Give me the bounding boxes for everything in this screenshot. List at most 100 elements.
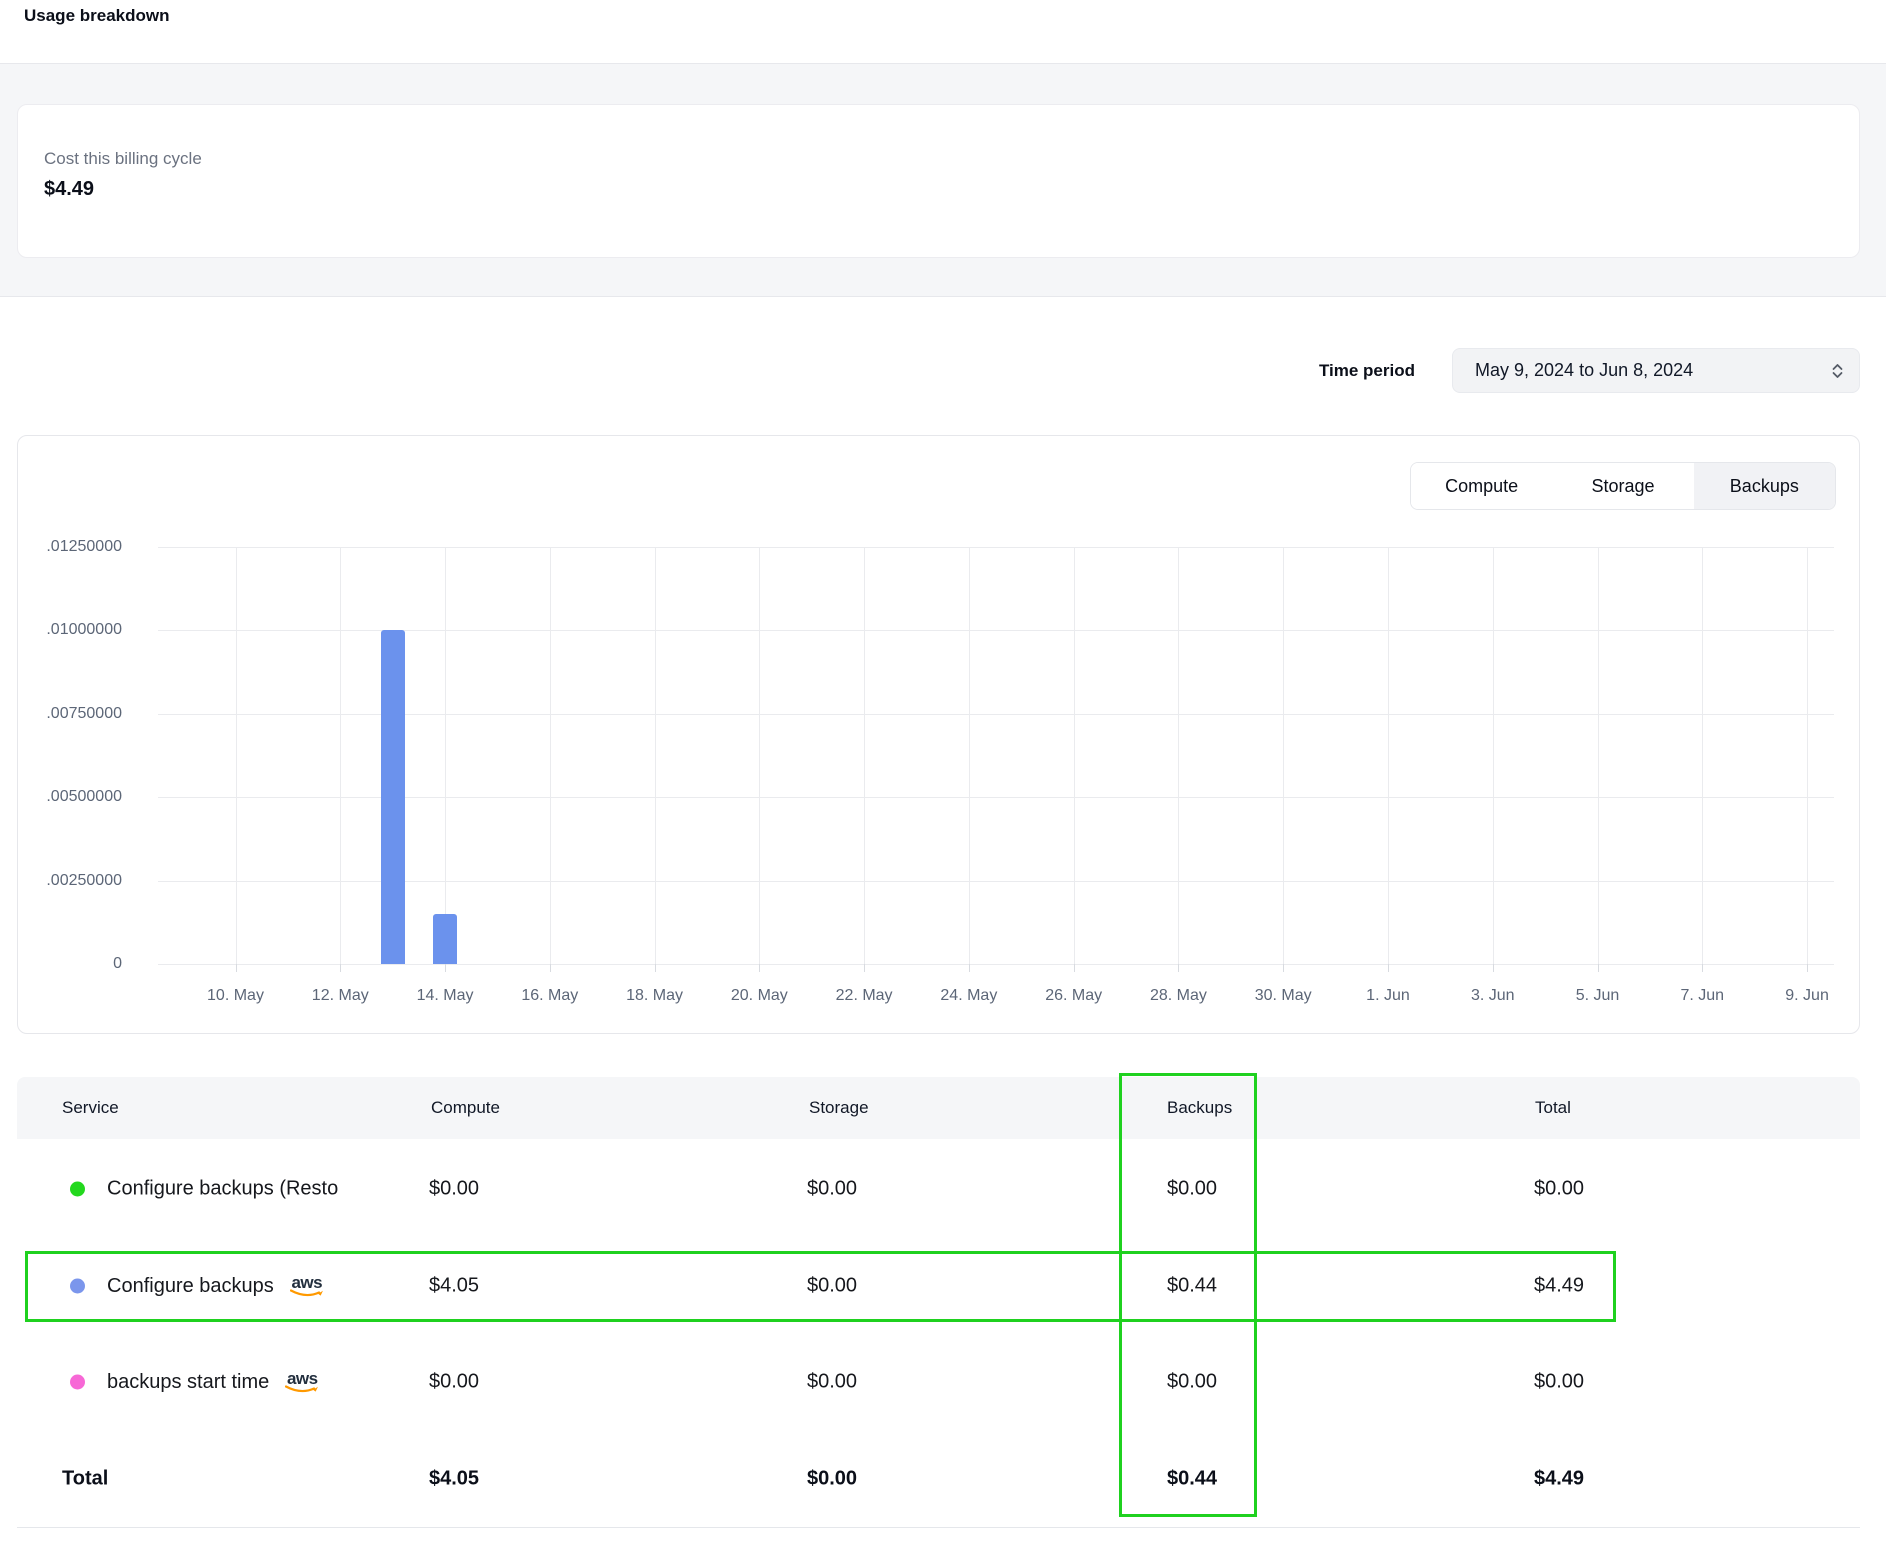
cost-cycle-label: Cost this billing cycle	[44, 149, 202, 168]
total-value-cell: $0.00	[1534, 1370, 1585, 1393]
page-title: Usage breakdown	[24, 6, 170, 25]
backups-value-cell: $0.44	[1167, 1274, 1218, 1297]
x-axis-tick	[968, 964, 970, 972]
backups-value-cell: $0.00	[1167, 1177, 1218, 1199]
x-gridline	[968, 547, 970, 964]
tab-compute[interactable]: Compute	[1411, 463, 1553, 509]
x-axis-tick	[1387, 964, 1389, 972]
x-gridline	[759, 547, 761, 964]
x-axis-tick	[1492, 964, 1494, 972]
backups-value-cell: $0.00	[1167, 1370, 1218, 1393]
x-gridline	[549, 547, 551, 964]
tab-backups[interactable]: Backups	[1693, 463, 1835, 509]
total-row-label: Total	[62, 1467, 109, 1490]
y-gridline	[158, 880, 1834, 882]
aws-logo-icon: aws	[285, 1370, 319, 1394]
x-gridline	[340, 547, 342, 964]
x-axis-tick	[1073, 964, 1075, 972]
x-gridline	[864, 547, 866, 964]
tab-storage[interactable]: Storage	[1552, 463, 1694, 509]
x-axis-label: 12. May	[311, 987, 369, 1004]
x-axis-tick	[1597, 964, 1599, 972]
y-gridline	[158, 964, 1834, 965]
compute-value-cell: $4.05	[429, 1274, 480, 1297]
x-axis-label: 16. May	[521, 987, 579, 1004]
x-axis-label: 30. May	[1254, 987, 1312, 1004]
service-name-cell: Configure backups aws	[107, 1274, 324, 1298]
x-axis-label: 3. Jun	[1470, 987, 1515, 1004]
y-gridline	[158, 630, 1834, 632]
y-axis-label: .00500000	[46, 788, 122, 806]
storage-value-cell: $0.00	[807, 1370, 858, 1393]
column-header-compute: Compute	[431, 1098, 500, 1117]
x-gridline	[1178, 547, 1180, 964]
total-compute-value-cell: $4.05	[429, 1467, 480, 1490]
compute-value-cell: $0.00	[429, 1177, 480, 1199]
x-gridline	[1597, 547, 1599, 964]
service-name-cell: Configure backups (Resto	[107, 1177, 379, 1200]
x-axis-label: 28. May	[1149, 987, 1207, 1004]
y-gridline	[158, 713, 1834, 715]
x-axis-tick	[864, 964, 866, 972]
x-gridline	[1492, 547, 1494, 964]
time-period-label: Time period	[1318, 361, 1415, 380]
x-gridline	[1702, 547, 1704, 964]
x-axis-tick	[549, 964, 551, 972]
column-header-backups: Backups	[1167, 1098, 1233, 1117]
series-color-dot	[70, 1278, 85, 1294]
total-total-value-cell: $4.49	[1534, 1467, 1585, 1490]
y-axis-label: 0	[113, 955, 122, 972]
total-value-cell: $0.00	[1534, 1177, 1585, 1199]
storage-value-cell: $0.00	[807, 1274, 858, 1297]
y-gridline	[158, 797, 1834, 799]
y-axis-label: .01250000	[46, 538, 122, 555]
y-axis-label: .00250000	[46, 871, 122, 889]
service-name-cell: backups start time aws	[107, 1370, 319, 1394]
x-axis-label: 5. Jun	[1575, 987, 1620, 1004]
x-gridline	[1387, 547, 1389, 964]
x-axis-label: 1. Jun	[1366, 987, 1410, 1004]
x-axis-tick	[235, 964, 237, 972]
y-axis-label: .00750000	[46, 704, 122, 722]
total-backups-value-cell: $0.44	[1167, 1467, 1218, 1490]
series-color-dot	[70, 1374, 85, 1390]
x-gridline	[1073, 547, 1075, 964]
table-row-service-1: Configure backups (Resto $0.00 $0.00 $0.00 $…	[17, 1139, 1860, 1238]
x-gridline	[1283, 547, 1285, 964]
x-gridline	[445, 547, 447, 964]
x-gridline	[1807, 547, 1809, 964]
series-color-dot	[70, 1181, 85, 1196]
compute-value-cell: $0.00	[429, 1370, 480, 1393]
table-row-service-3: backups start time aws $0.00 $0.00 $0.00 $0.0…	[17, 1334, 1860, 1430]
x-axis-label: 22. May	[835, 987, 893, 1004]
total-storage-value-cell: $0.00	[807, 1467, 858, 1490]
usage-breakdown-table: Service Compute Storage Backups Total Configu…	[17, 1077, 1860, 1528]
x-axis-tick	[1702, 964, 1704, 972]
table-row-service-2: Configure backups aws $4.05 $0.00 $0.44 $4.49	[17, 1238, 1860, 1334]
x-axis-tick	[1178, 964, 1180, 972]
x-axis-label: 20. May	[730, 987, 788, 1004]
table-total-row: Total $4.05 $0.00 $0.44 $4.49	[17, 1430, 1860, 1528]
column-header-storage: Storage	[809, 1098, 869, 1117]
chevron-up-down-icon	[1830, 361, 1845, 381]
chart-metric-tabs: Compute Storage Backups	[1410, 462, 1836, 510]
x-axis-label: 14. May	[416, 987, 474, 1004]
x-axis-label: 7. Jun	[1680, 987, 1725, 1004]
x-axis-tick	[445, 964, 447, 972]
summary-band: Cost this billing cycle $4.49	[0, 63, 1886, 297]
bar-13-may[interactable]	[380, 630, 405, 964]
y-gridline	[158, 547, 1834, 548]
x-axis-tick	[759, 964, 761, 972]
column-header-total: Total	[1535, 1098, 1571, 1117]
cost-cycle-value: $4.49	[44, 178, 95, 200]
x-axis-tick	[654, 964, 656, 972]
x-gridline	[654, 547, 656, 964]
service-name: Configure backups	[107, 1274, 274, 1297]
usage-chart-card: Compute Storage Backups .01250000 .01000000…	[17, 435, 1860, 1034]
time-period-select[interactable]: May 9, 2024 to Jun 8, 2024	[1452, 348, 1860, 393]
x-axis-tick	[340, 964, 342, 972]
y-axis-label: .01000000	[46, 621, 122, 639]
backups-bar-chart: .01250000 .01000000 .00750000 .00500000 .002…	[46, 538, 1834, 1004]
bar-14-may[interactable]	[433, 913, 458, 964]
